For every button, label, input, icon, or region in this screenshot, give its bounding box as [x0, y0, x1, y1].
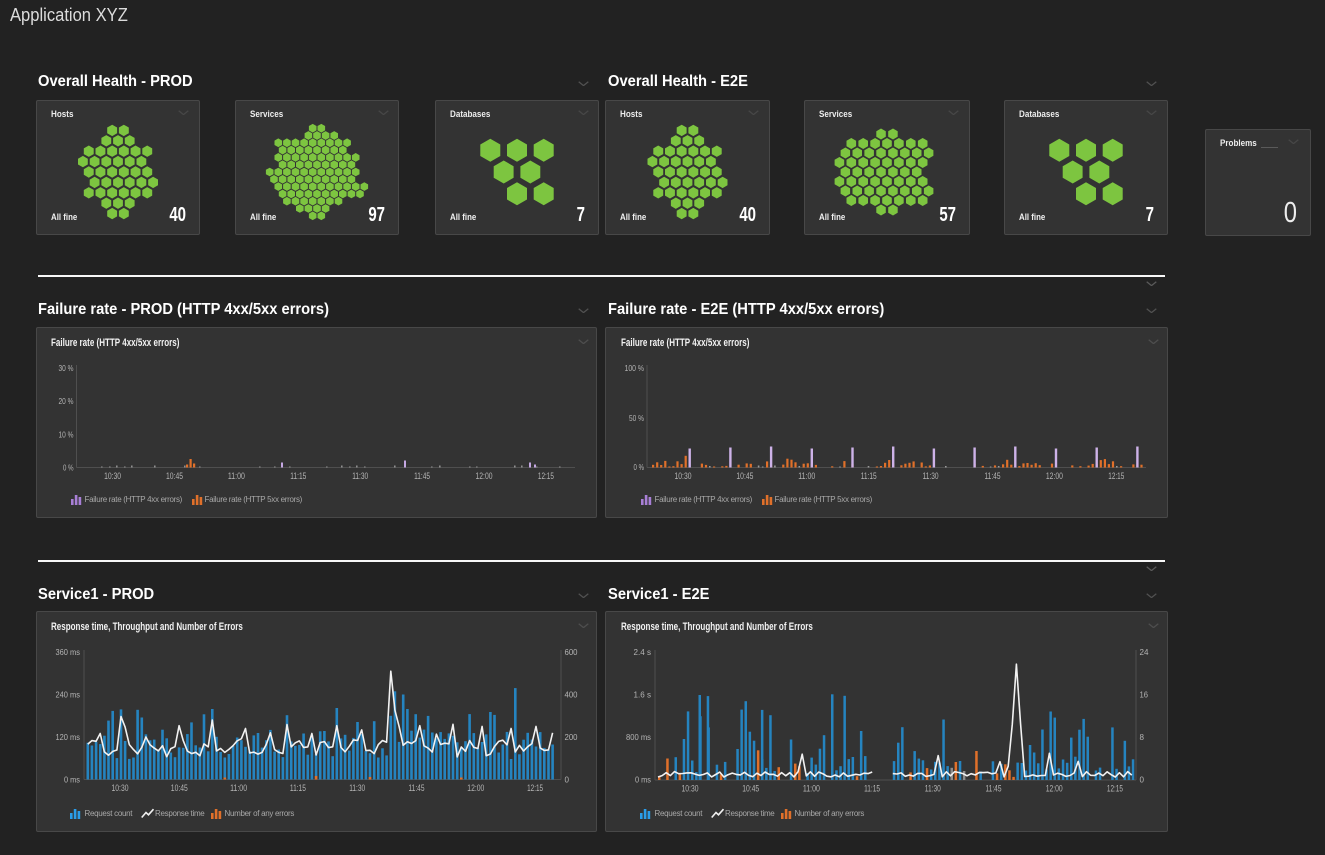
svg-text:10:45: 10:45 — [742, 784, 759, 794]
svg-text:11:45: 11:45 — [986, 784, 1002, 794]
svg-text:800 ms: 800 ms — [626, 732, 651, 742]
svg-text:11:45: 11:45 — [409, 783, 425, 793]
svg-text:11:15: 11:15 — [864, 784, 880, 794]
svg-text:10:30: 10:30 — [104, 471, 121, 481]
svg-text:240 ms: 240 ms — [56, 690, 81, 700]
svg-text:10 %: 10 % — [59, 429, 74, 439]
svg-text:10:45: 10:45 — [171, 783, 188, 793]
svg-text:11:30: 11:30 — [352, 471, 368, 481]
svg-text:400: 400 — [565, 690, 578, 700]
svg-text:11:00: 11:00 — [230, 783, 247, 793]
svg-text:200: 200 — [565, 732, 578, 742]
svg-text:16: 16 — [1140, 690, 1149, 700]
svg-text:12:15: 12:15 — [538, 471, 554, 481]
svg-text:0: 0 — [565, 775, 570, 785]
svg-text:10:30: 10:30 — [682, 784, 699, 794]
svg-text:11:45: 11:45 — [414, 471, 430, 481]
svg-text:50 %: 50 % — [629, 413, 644, 423]
svg-text:360 ms: 360 ms — [56, 647, 81, 657]
svg-text:0 %: 0 % — [63, 463, 74, 473]
svg-text:11:15: 11:15 — [290, 471, 306, 481]
svg-text:0 ms: 0 ms — [64, 775, 80, 785]
svg-text:12:15: 12:15 — [527, 783, 543, 793]
svg-text:11:15: 11:15 — [290, 783, 306, 793]
svg-text:0 %: 0 % — [634, 462, 645, 472]
svg-text:11:30: 11:30 — [349, 783, 365, 793]
svg-text:600: 600 — [565, 647, 578, 657]
svg-text:2.4 s: 2.4 s — [634, 647, 652, 657]
svg-text:8: 8 — [1140, 732, 1145, 742]
svg-text:12:00: 12:00 — [1046, 784, 1063, 794]
svg-text:11:00: 11:00 — [228, 471, 245, 481]
svg-text:0: 0 — [1140, 775, 1145, 785]
svg-text:12:00: 12:00 — [1046, 471, 1063, 481]
svg-text:1.6 s: 1.6 s — [634, 690, 652, 700]
svg-text:12:00: 12:00 — [476, 471, 493, 481]
svg-text:11:30: 11:30 — [923, 471, 939, 481]
svg-text:10:30: 10:30 — [112, 783, 129, 793]
svg-text:120 ms: 120 ms — [56, 732, 81, 742]
svg-text:12:00: 12:00 — [467, 783, 484, 793]
svg-text:12:15: 12:15 — [1108, 471, 1124, 481]
svg-text:0 ms: 0 ms — [635, 775, 651, 785]
svg-text:10:45: 10:45 — [166, 471, 183, 481]
svg-text:11:00: 11:00 — [798, 471, 815, 481]
svg-text:24: 24 — [1140, 647, 1149, 657]
svg-text:10:30: 10:30 — [675, 471, 692, 481]
svg-text:100 %: 100 % — [625, 363, 645, 373]
svg-text:11:15: 11:15 — [861, 471, 877, 481]
svg-text:12:15: 12:15 — [1107, 784, 1123, 794]
svg-text:30 %: 30 % — [59, 363, 74, 373]
svg-text:20 %: 20 % — [59, 396, 74, 406]
svg-text:11:30: 11:30 — [925, 784, 941, 794]
svg-text:11:45: 11:45 — [985, 471, 1001, 481]
svg-text:10:45: 10:45 — [736, 471, 753, 481]
svg-text:11:00: 11:00 — [803, 784, 820, 794]
